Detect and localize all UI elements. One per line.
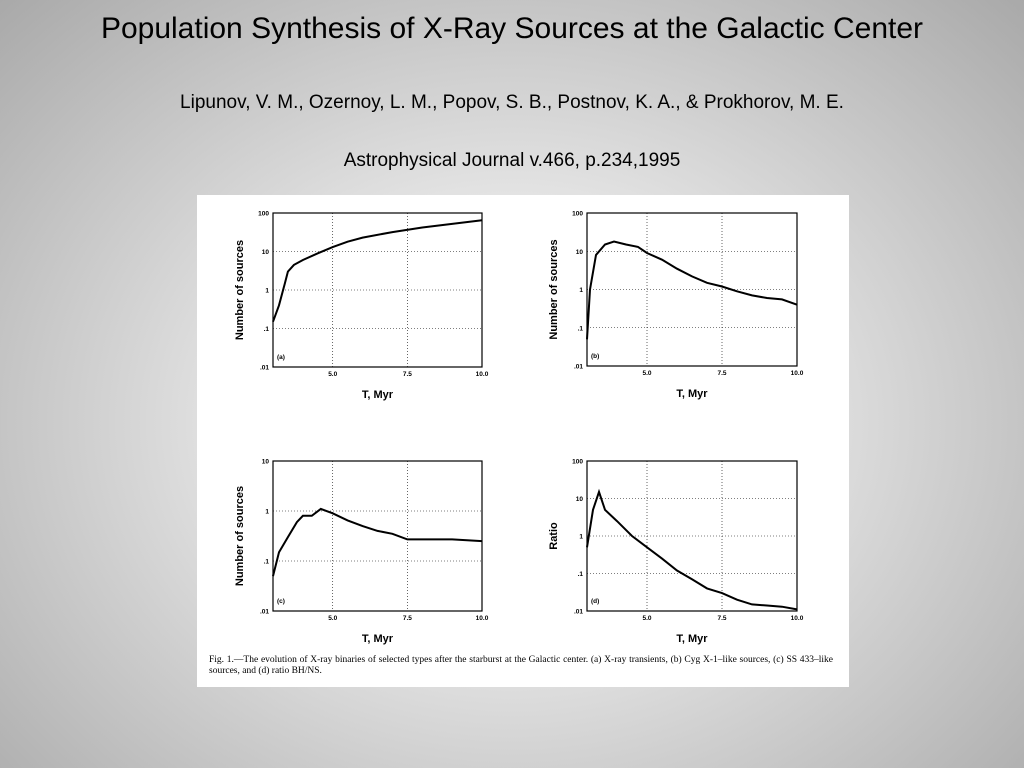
data-line: [272, 507, 483, 577]
y-tick-label: 10: [262, 459, 270, 466]
authors: Lipunov, V. M., Ozernoy, L. M., Popov, S…: [180, 92, 844, 113]
x-tick-label: 10.0: [476, 615, 489, 622]
y-tick-label: 1: [265, 509, 269, 516]
y-axis-label: Number of sources: [234, 486, 246, 586]
y-tick-label: .01: [574, 364, 583, 371]
x-tick-label: 5.0: [328, 371, 337, 378]
x-axis-label: T, Myr: [676, 633, 708, 645]
x-tick-label: 7.5: [403, 615, 412, 622]
y-tick-label: 1: [579, 534, 583, 541]
y-axis-label: Number of sources: [548, 239, 560, 339]
y-axis-label: Number of sources: [234, 240, 246, 340]
x-axis-label: T, Myr: [362, 389, 394, 401]
figure: .01 .1 1 10 100 5.0 7.5 10.0 T, Myr Number of sou…: [197, 195, 849, 687]
y-tick-label: .1: [264, 326, 270, 333]
y-tick-label: .01: [574, 609, 583, 616]
panel-label: (b): [591, 353, 599, 360]
x-tick-label: 5.0: [642, 370, 651, 377]
data-line: [586, 240, 798, 340]
x-tick-label: 10.0: [476, 371, 489, 378]
data-line: [586, 488, 798, 611]
y-tick-label: 10: [262, 249, 270, 256]
y-tick-label: 1: [265, 288, 269, 295]
y-tick-label: 10: [576, 249, 584, 256]
slide-title: Population Synthesis of X-Ray Sources at…: [100, 12, 924, 45]
plot-frame: [272, 460, 483, 612]
y-tick-label: 1: [579, 287, 583, 294]
y-tick-label: .01: [260, 609, 269, 616]
y-tick-label: 100: [572, 459, 583, 466]
figure-caption: Fig. 1.—The evolution of X-ray binaries …: [209, 655, 833, 676]
y-tick-label: .1: [264, 559, 270, 566]
panel-label: (d): [591, 598, 599, 605]
y-tick-label: 100: [572, 211, 583, 218]
x-tick-label: 7.5: [403, 371, 412, 378]
x-axis-label: T, Myr: [676, 388, 708, 400]
y-tick-label: 100: [258, 211, 269, 218]
y-tick-label: 10: [576, 496, 584, 503]
x-tick-label: 7.5: [717, 615, 726, 622]
plot-frame: [586, 212, 798, 367]
citation: Astrophysical Journal v.466, p.234,1995: [343, 150, 681, 171]
x-tick-label: 10.0: [791, 370, 804, 377]
data-line: [272, 219, 483, 323]
plot-frame: [272, 212, 483, 368]
x-tick-label: 5.0: [642, 615, 651, 622]
plot-frame: [586, 460, 798, 612]
panel-label: (a): [277, 354, 285, 361]
figure-charts: .01 .1 1 10 100 5.0 7.5 10.0 T, Myr Number of sou…: [234, 211, 804, 646]
y-tick-label: .01: [260, 365, 269, 372]
x-axis-label: T, Myr: [362, 633, 394, 645]
y-tick-label: .1: [578, 571, 584, 578]
x-tick-label: 7.5: [717, 370, 726, 377]
x-tick-label: 5.0: [328, 615, 337, 622]
y-tick-label: .1: [578, 325, 584, 332]
y-axis-label: Ratio: [548, 522, 560, 550]
panel-label: (c): [277, 598, 285, 605]
x-tick-label: 10.0: [791, 615, 804, 622]
